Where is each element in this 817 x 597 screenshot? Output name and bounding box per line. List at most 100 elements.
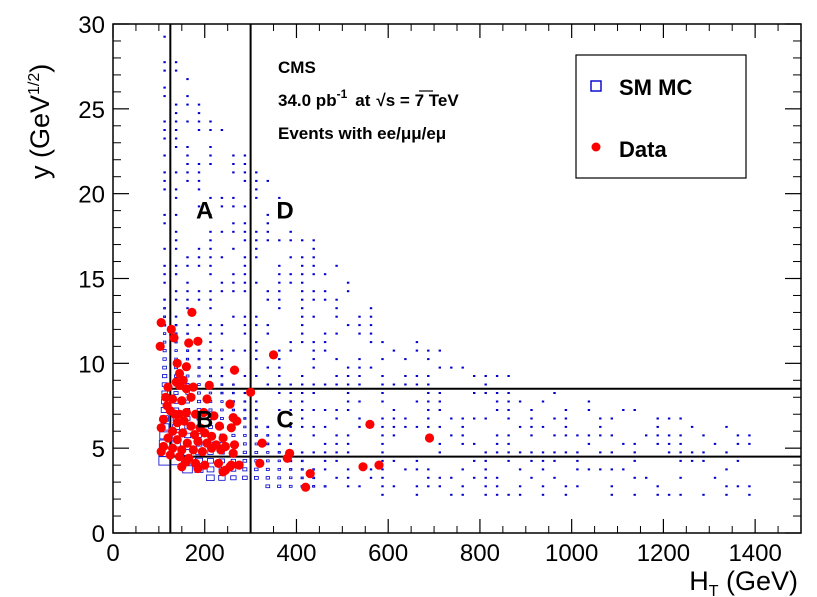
mc-bin bbox=[484, 417, 487, 420]
mc-bin bbox=[301, 281, 304, 284]
mc-bin bbox=[289, 476, 293, 480]
mc-bin bbox=[645, 434, 648, 437]
mc-bin bbox=[507, 375, 510, 377]
mc-bin bbox=[162, 374, 168, 379]
mc-bin bbox=[323, 349, 327, 352]
mc-bin bbox=[622, 468, 625, 471]
mc-bin bbox=[415, 383, 419, 386]
mc-bin bbox=[495, 392, 499, 394]
mc-bin bbox=[312, 341, 315, 344]
mc-bin bbox=[312, 349, 315, 352]
mc-bin bbox=[243, 273, 247, 276]
mc-bin bbox=[312, 298, 315, 301]
mc-bin bbox=[312, 256, 315, 259]
mc-bin bbox=[415, 341, 419, 344]
mc-bin bbox=[415, 400, 419, 403]
mc-bin bbox=[312, 239, 315, 242]
mc-bin bbox=[667, 493, 671, 496]
mc-bin bbox=[599, 468, 602, 471]
data-point bbox=[193, 336, 203, 346]
mc-bin bbox=[495, 493, 499, 496]
mc-bin bbox=[186, 179, 189, 182]
mc-bin bbox=[427, 476, 430, 479]
mc-bin bbox=[243, 230, 247, 233]
mc-bin bbox=[220, 349, 224, 352]
mc-bin bbox=[415, 468, 419, 471]
mc-bin bbox=[346, 366, 350, 369]
mc-bin bbox=[335, 315, 338, 318]
mc-bin bbox=[300, 476, 304, 480]
data-point bbox=[229, 365, 240, 375]
mc-bin bbox=[197, 264, 201, 267]
mc-bin bbox=[197, 112, 201, 115]
mc-bin bbox=[312, 476, 316, 480]
mc-bin bbox=[312, 485, 316, 488]
x-tick-label: 0 bbox=[106, 540, 119, 567]
mc-bin bbox=[242, 475, 248, 480]
mc-bin bbox=[725, 493, 728, 496]
mc-bin bbox=[278, 383, 281, 386]
mc-bin bbox=[278, 375, 281, 377]
mc-bin bbox=[392, 434, 396, 437]
mc-bin bbox=[473, 476, 476, 479]
mc-bin bbox=[278, 196, 281, 199]
lumi-value: 34.0 pb bbox=[278, 91, 337, 110]
mc-bin bbox=[209, 163, 212, 165]
mc-bin bbox=[312, 409, 315, 411]
mc-bin bbox=[495, 442, 499, 445]
data-point bbox=[207, 431, 217, 441]
mc-bin bbox=[530, 459, 533, 462]
mc-bin bbox=[163, 120, 166, 123]
mc-bin bbox=[197, 103, 201, 106]
data-point bbox=[199, 407, 209, 418]
mc-bin bbox=[206, 466, 215, 473]
mc-bin bbox=[231, 408, 236, 412]
mc-bin bbox=[507, 400, 510, 403]
lumi-sup: -1 bbox=[337, 87, 348, 101]
mc-bin bbox=[255, 196, 258, 199]
mc-bin bbox=[174, 239, 178, 242]
mc-bin bbox=[427, 409, 430, 411]
legend-data-marker bbox=[591, 142, 601, 152]
region-labels: A D B C bbox=[196, 198, 294, 434]
mc-bin bbox=[289, 239, 292, 242]
mc-bin bbox=[243, 256, 247, 259]
mc-bin bbox=[438, 442, 442, 445]
mc-bin bbox=[461, 417, 464, 420]
data-point bbox=[191, 409, 201, 419]
data-point bbox=[181, 407, 191, 418]
mc-bin bbox=[346, 400, 350, 403]
mc-bin bbox=[507, 493, 510, 496]
mc-bin bbox=[254, 442, 259, 446]
data-point bbox=[156, 318, 166, 328]
mc-bin bbox=[725, 468, 728, 471]
region-label-D: D bbox=[276, 198, 293, 225]
mc-bin bbox=[415, 425, 419, 428]
mc-bin bbox=[335, 375, 338, 377]
mc-bin bbox=[404, 468, 407, 471]
mc-bin bbox=[404, 358, 407, 361]
x-tick-label: 1400 bbox=[728, 540, 781, 567]
mc-bin bbox=[243, 349, 247, 352]
mc-bin bbox=[599, 451, 602, 454]
mc-bin bbox=[381, 375, 384, 377]
mc-bin bbox=[197, 129, 201, 131]
mc-bin bbox=[427, 425, 430, 428]
mc-bin bbox=[301, 298, 304, 301]
mc-bin bbox=[427, 383, 430, 386]
mc-bin bbox=[633, 476, 636, 479]
mc-bin bbox=[679, 442, 682, 445]
mc-bin bbox=[415, 493, 419, 496]
data-point bbox=[163, 382, 173, 392]
mc-bin bbox=[209, 129, 212, 131]
mc-bin bbox=[610, 493, 613, 496]
mc-bin bbox=[415, 459, 419, 462]
mc-bin bbox=[266, 442, 270, 446]
mc-bin bbox=[381, 434, 384, 437]
mc-bin bbox=[633, 451, 636, 454]
data-point bbox=[214, 421, 224, 431]
mc-bin bbox=[197, 357, 201, 361]
mc-bin bbox=[232, 391, 235, 395]
mc-bin bbox=[507, 451, 510, 454]
